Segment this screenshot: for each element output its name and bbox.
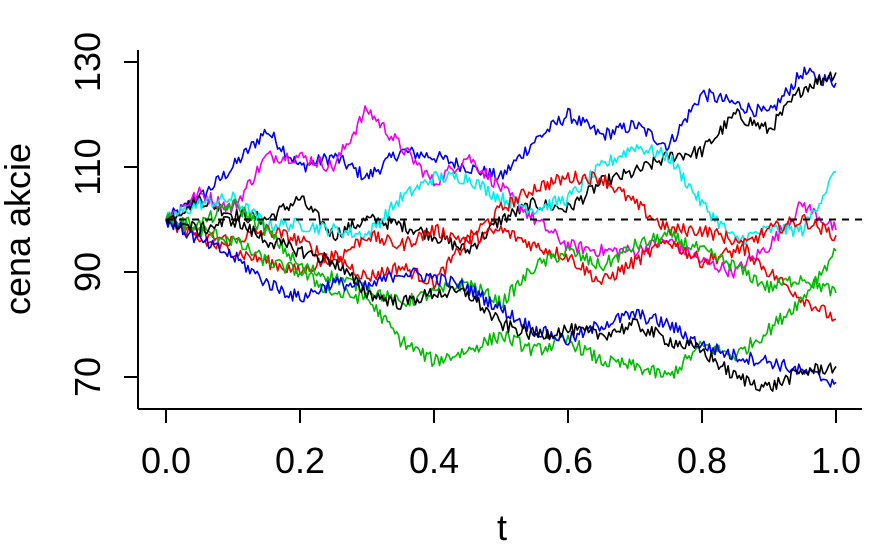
y-axis-title: cena akcie	[0, 143, 38, 315]
x-axis-title: t	[497, 507, 507, 548]
y-tick-label: 130	[67, 32, 108, 92]
x-tick-label: 0.8	[677, 440, 727, 481]
axes	[137, 50, 862, 410]
series-line-3	[165, 105, 837, 279]
series-line-10	[165, 214, 837, 392]
series-line-5	[165, 170, 837, 322]
series-line-9	[165, 218, 837, 388]
plot-area	[165, 66, 837, 392]
y-tick-label: 90	[67, 252, 108, 292]
series-line-8	[165, 213, 837, 379]
series-line-1	[165, 66, 837, 221]
x-tick-label: 1.0	[811, 440, 861, 481]
x-tick-label: 0.0	[141, 440, 191, 481]
x-axis-ticks: 0.0 0.2 0.4 0.6 0.8 1.0	[141, 409, 861, 481]
y-tick-label: 110	[67, 138, 108, 195]
x-tick-label: 0.2	[275, 440, 325, 481]
y-tick-label: 70	[67, 357, 108, 397]
series-line-6	[165, 213, 837, 286]
series-line-2	[165, 71, 837, 255]
y-axis-ticks: 70 90 110 130	[67, 32, 138, 397]
x-tick-label: 0.4	[409, 440, 459, 481]
x-tick-label: 0.6	[543, 440, 593, 481]
series-line-7	[165, 198, 837, 310]
